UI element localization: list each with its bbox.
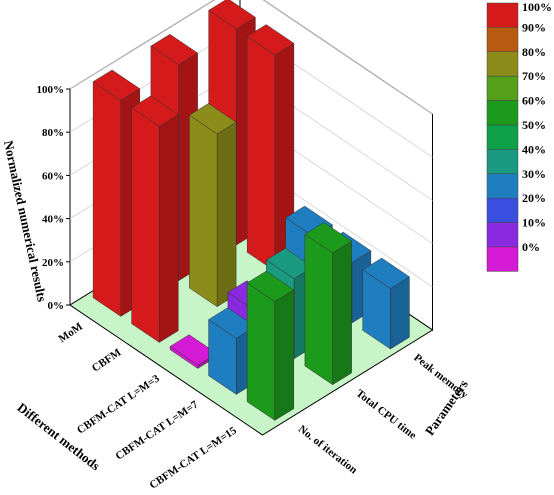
- y-tick-label: 80%: [42, 127, 64, 139]
- bar: [131, 95, 179, 343]
- legend-swatch: [486, 246, 519, 272]
- legend-label: 100%: [522, 0, 552, 14]
- legend-label: 90%: [522, 20, 546, 34]
- legend-swatch: [486, 27, 519, 53]
- method-tick-label: CBFM: [90, 346, 124, 374]
- legend-label: 40%: [522, 142, 546, 156]
- bar: [246, 270, 295, 421]
- bar: [246, 24, 295, 272]
- legend-label: 50%: [522, 118, 546, 132]
- legend-swatch: [486, 100, 519, 126]
- method-tick-label: CBFM-CAT L=M=7: [113, 398, 200, 462]
- bars: [92, 0, 410, 421]
- y-tick-label: 0%: [48, 300, 65, 312]
- y-tick-label: 60%: [42, 170, 64, 182]
- legend-label: 60%: [522, 94, 546, 108]
- legend-label: 80%: [522, 45, 546, 59]
- method-tick-label: MoM: [56, 320, 85, 345]
- parameter-tick-label: No. of iteration: [296, 423, 359, 476]
- legend-swatch: [486, 173, 519, 199]
- legend-label: 0%: [522, 240, 540, 254]
- legend-swatch: [486, 222, 519, 248]
- color-legend: 100% 90% 80% 70% 60% 50% 40% 30% 20% 10% 0%: [486, 0, 552, 272]
- bar: [304, 222, 353, 386]
- parameter-tick-label: Total CPU time: [354, 387, 419, 441]
- legend-swatch: [486, 149, 519, 175]
- legend-label: 10%: [522, 216, 546, 230]
- y-tick-label: 40%: [42, 214, 64, 226]
- legend-swatch: [486, 124, 519, 150]
- y-tick-labels: 0% 20% 40% 60% 80% 100%: [37, 84, 70, 312]
- y-tick-label: 100%: [37, 84, 65, 96]
- legend-swatch: [486, 2, 519, 28]
- legend-swatch: [486, 75, 519, 101]
- x-axis-title: Different methods: [15, 400, 103, 474]
- method-tick-label: CBFM-CAT L=M=3: [75, 372, 162, 436]
- legend-swatch: [486, 197, 519, 223]
- gridline: [69, 0, 433, 115]
- y-tick-label: 20%: [42, 257, 64, 269]
- legend-label: 70%: [522, 69, 546, 83]
- legend-swatch: [486, 51, 519, 77]
- bar: [362, 257, 410, 350]
- legend-label: 30%: [522, 167, 546, 181]
- legend-label: 20%: [522, 191, 546, 205]
- bar: [188, 103, 237, 308]
